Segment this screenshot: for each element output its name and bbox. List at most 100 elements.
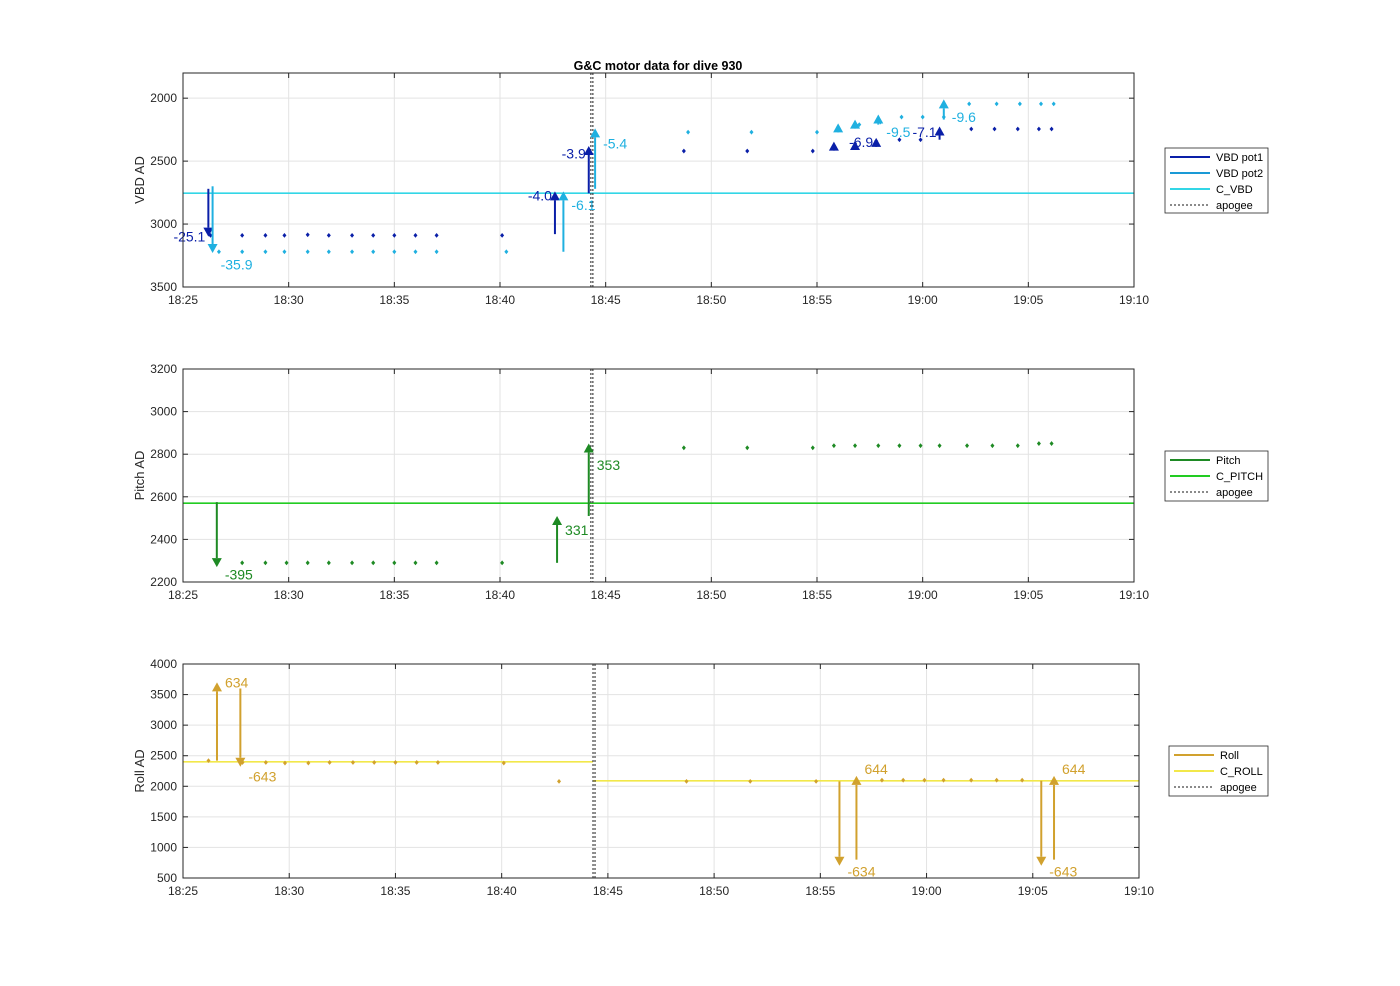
arrow-label: -6.1 (571, 197, 595, 213)
data-point (1049, 126, 1054, 132)
plot-area (183, 73, 1134, 287)
arrow-head (1036, 856, 1047, 866)
data-point (1015, 126, 1020, 132)
data-point (897, 443, 902, 449)
data-point (918, 137, 923, 143)
subplots: -25.1 -35.9 -4.0 -6.1 -3.9 -5.4 -6.9 -7.1-9.5 -9… (132, 72, 1269, 898)
arrow-label: -25.1 (173, 229, 205, 245)
data-point (684, 778, 689, 784)
data-point (922, 777, 927, 783)
arrow-head (871, 137, 882, 147)
data-point (1039, 101, 1044, 107)
data-point (282, 760, 287, 766)
x-tick-label: 19:00 (908, 588, 938, 602)
subplot-vbd: -25.1 -35.9 -4.0 -6.1 -3.9 -5.4 -6.9 -7.1-9.5 -9… (132, 72, 1269, 307)
arrow-label: -9.5 (886, 124, 910, 140)
data-point (392, 249, 397, 255)
data-point (1036, 441, 1041, 446)
x-tick-label: 18:50 (696, 293, 726, 307)
subplot-pitch: -395 331 353 18:25 18:30 18:35 18:40 18:45 18:50… (132, 362, 1269, 602)
data-point (282, 232, 287, 238)
data-point (327, 760, 332, 765)
arrow-head (1049, 775, 1060, 785)
arrow-head (235, 757, 246, 767)
arrow-label: 353 (597, 457, 621, 473)
arrow-head (828, 141, 839, 151)
data-point (1020, 777, 1025, 783)
data-point (414, 760, 419, 765)
data-point (681, 445, 686, 451)
data-point (1036, 126, 1041, 132)
data-point (413, 560, 418, 566)
data-point (879, 777, 884, 783)
arrow-head (850, 140, 861, 150)
data-point (937, 443, 942, 449)
data-point (969, 126, 974, 132)
data-point (901, 777, 906, 783)
x-tick-label: 18:30 (274, 588, 304, 602)
legend-label: Pitch (1216, 455, 1240, 467)
arrow-label: -395 (225, 567, 253, 583)
data-point (918, 443, 923, 449)
x-tick-label: 19:10 (1119, 293, 1149, 307)
data-point (504, 249, 509, 255)
legend-box (1164, 147, 1269, 214)
x-tick-label: 18:35 (379, 293, 409, 307)
data-point (392, 560, 397, 566)
plot-area (183, 369, 1134, 582)
data-point (501, 760, 506, 766)
data-point (994, 777, 999, 783)
y-axis-label: Roll AD (132, 749, 147, 792)
data-point (306, 760, 311, 766)
x-tick-label: 18:45 (591, 293, 621, 307)
y-tick-label: 2400 (150, 532, 177, 546)
data-point (434, 232, 439, 238)
legend-label: C_PITCH (1216, 471, 1263, 483)
data-point (853, 443, 858, 449)
data-point (990, 443, 995, 449)
y-tick-label: 4000 (150, 657, 177, 671)
arrow-label: 644 (1062, 761, 1086, 777)
y-tick-label: 2200 (150, 575, 177, 589)
data-point (899, 114, 904, 120)
arrow-head (850, 119, 861, 129)
data-point (810, 148, 815, 154)
data-point (992, 126, 997, 132)
legend-label: apogee (1216, 200, 1253, 212)
arrow-label: -35.9 (221, 256, 253, 272)
data-point (240, 232, 245, 238)
y-tick-label: 3000 (150, 217, 177, 231)
data-point (371, 232, 376, 238)
x-tick-label: 18:25 (168, 293, 198, 307)
data-point (1049, 441, 1054, 446)
data-point (857, 122, 862, 128)
y-tick-label: 500 (157, 871, 177, 885)
data-point (557, 778, 562, 784)
data-point (305, 232, 310, 238)
arrow-label: -643 (1049, 863, 1077, 879)
data-point (969, 777, 974, 783)
data-point (876, 443, 881, 449)
legend-label: Roll (1220, 750, 1239, 762)
arrow-head (934, 126, 945, 136)
y-axis-label: VBD AD (132, 156, 147, 204)
subplot-roll: 634 -643 -634 644 -643 644 18:25 18:30 18:35 18:4… (132, 657, 1269, 898)
data-point (500, 232, 505, 238)
data-point (745, 148, 750, 154)
axes-frame (182, 72, 1135, 288)
arrow-label: -6.9 (849, 134, 873, 150)
arrow-head (873, 114, 884, 124)
arrow-label: 331 (565, 522, 589, 538)
y-tick-label: 1000 (150, 840, 177, 854)
x-tick-label: 18:25 (168, 588, 198, 602)
x-tick-label: 18:35 (380, 884, 410, 898)
data-point (282, 249, 287, 255)
x-tick-label: 18:25 (168, 884, 198, 898)
x-tick-label: 18:40 (485, 293, 515, 307)
data-point (686, 129, 691, 135)
arrow-head (558, 191, 569, 201)
